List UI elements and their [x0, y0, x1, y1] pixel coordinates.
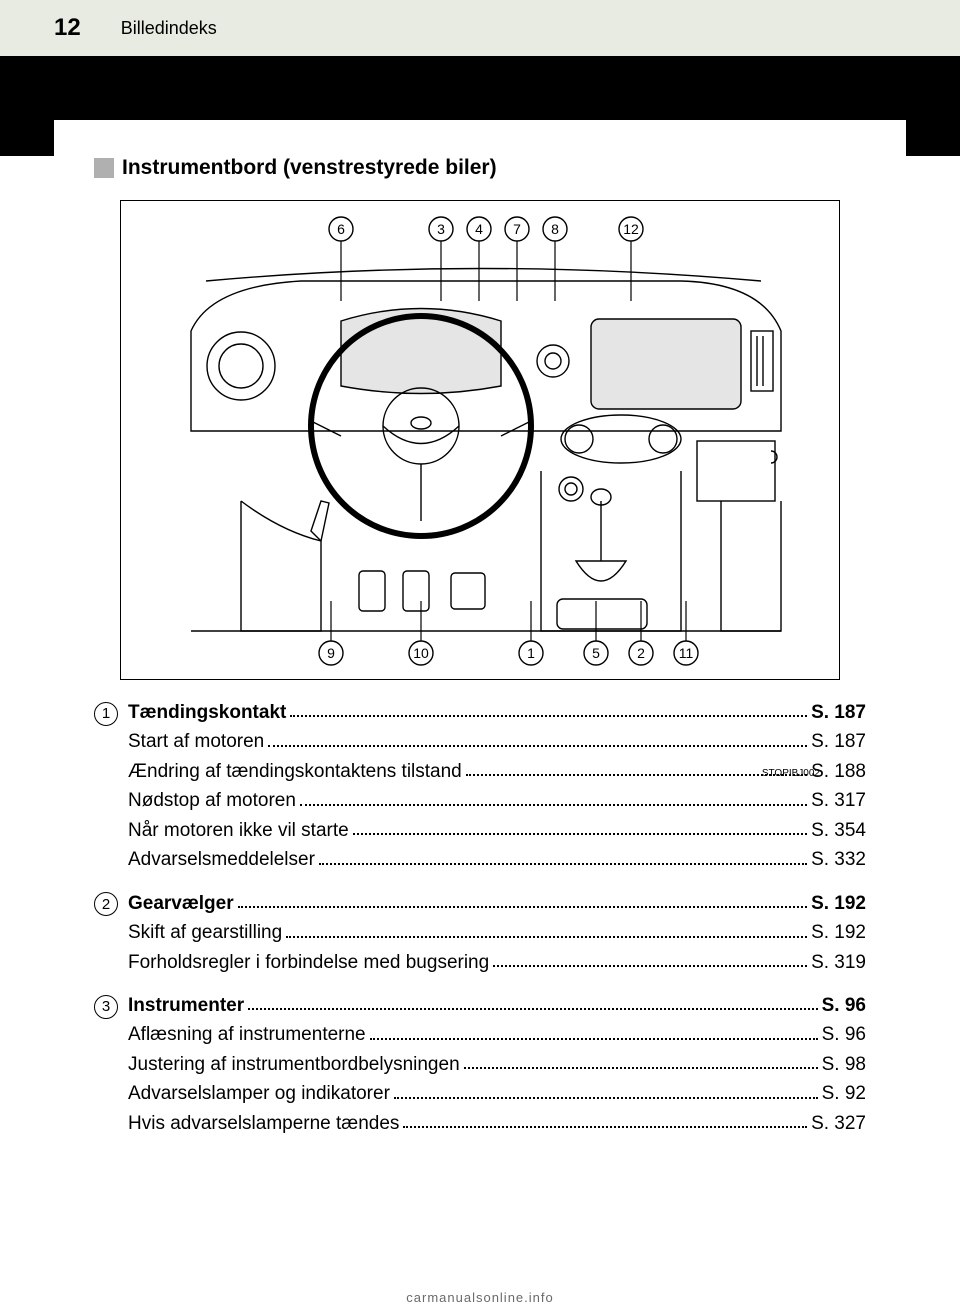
entry-heading: 3 Instrumenter S. 96: [94, 991, 866, 1020]
sub-page: S. 354: [811, 816, 866, 845]
footer-watermark: carmanualsonline.info: [0, 1290, 960, 1305]
entry-subline: Nødstop af motoren S. 317: [94, 786, 866, 815]
sub-label: Advarselslamper og indikatorer: [128, 1079, 390, 1108]
leader-dots: [286, 936, 807, 938]
leader-dots: [353, 833, 807, 835]
section-title-text: Instrumentbord (venstrestyrede biler): [122, 156, 497, 180]
leader-dots: [268, 745, 807, 747]
entry-page: S. 187: [811, 698, 866, 727]
entry-subline: Justering af instrumentbordbelysningen S…: [94, 1050, 866, 1079]
svg-text:5: 5: [592, 645, 600, 661]
entry-subline: Advarselslamper og indikatorer S. 92: [94, 1079, 866, 1108]
index-entry: 2 Gearvælger S. 192Skift af gearstilling…: [94, 889, 866, 977]
entry-label: Instrumenter: [128, 991, 244, 1020]
entry-label: Gearvælger: [128, 889, 234, 918]
svg-text:12: 12: [623, 221, 639, 237]
entry-subline: Ændring af tændingskontaktens tilstand S…: [94, 757, 866, 786]
page-number: 12: [54, 14, 81, 42]
sub-label: Hvis advarselslamperne tændes: [128, 1109, 399, 1138]
entry-marker: 3: [94, 995, 118, 1019]
header-bar: 12 Billedindeks: [0, 0, 960, 56]
sub-page: S. 187: [811, 727, 866, 756]
svg-text:9: 9: [327, 645, 335, 661]
svg-text:2: 2: [637, 645, 645, 661]
leader-dots: [466, 774, 807, 776]
svg-text:6: 6: [337, 221, 345, 237]
leader-dots: [290, 715, 807, 717]
page: 12 Billedindeks Instrumentbord (venstres…: [0, 0, 960, 1311]
svg-text:7: 7: [513, 221, 521, 237]
svg-text:4: 4: [475, 221, 483, 237]
sub-label: Forholdsregler i forbindelse med bugseri…: [128, 948, 489, 977]
entry-label: Tændingskontakt: [128, 698, 286, 727]
entry-subline: Advarselsmeddelelser S. 332: [94, 845, 866, 874]
sub-page: S. 319: [811, 948, 866, 977]
index-entry: 3 Instrumenter S. 96Aflæsning af instrum…: [94, 991, 866, 1138]
entry-heading: 2 Gearvælger S. 192: [94, 889, 866, 918]
leader-dots: [248, 1008, 817, 1010]
section-title: Instrumentbord (venstrestyrede biler): [94, 156, 866, 180]
leader-dots: [300, 804, 807, 806]
square-bullet-icon: [94, 158, 114, 178]
sub-label: Nødstop af motoren: [128, 786, 296, 815]
index-entries: 1 Tændingskontakt S. 187Start af motoren…: [94, 698, 866, 1138]
sub-label: Aflæsning af instrumenterne: [128, 1020, 366, 1049]
content-sheet: Instrumentbord (venstrestyrede biler): [54, 120, 906, 1311]
entry-page: S. 192: [811, 889, 866, 918]
entry-heading: 1 Tændingskontakt S. 187: [94, 698, 866, 727]
sub-page: S. 192: [811, 918, 866, 947]
sub-label: Start af motoren: [128, 727, 264, 756]
entry-subline: Aflæsning af instrumenterne S. 96: [94, 1020, 866, 1049]
leader-dots: [493, 965, 807, 967]
entry-subline: Forholdsregler i forbindelse med bugseri…: [94, 948, 866, 977]
entry-marker: 2: [94, 892, 118, 916]
leader-dots: [370, 1038, 818, 1040]
entry-subline: Hvis advarselslamperne tændes S. 327: [94, 1109, 866, 1138]
sub-page: S. 327: [811, 1109, 866, 1138]
dashboard-figure: 6 3 4 7 8 12 9 10 1 5 2 11: [120, 200, 840, 680]
entry-subline: Skift af gearstilling S. 192: [94, 918, 866, 947]
entry-subline: Start af motoren S. 187: [94, 727, 866, 756]
dashboard-svg: 6 3 4 7 8 12 9 10 1 5 2 11: [121, 201, 841, 681]
entry-marker: 1: [94, 702, 118, 726]
sub-label: Advarselsmeddelelser: [128, 845, 315, 874]
svg-text:3: 3: [437, 221, 445, 237]
leader-dots: [403, 1126, 807, 1128]
leader-dots: [394, 1097, 818, 1099]
leader-dots: [319, 863, 807, 865]
sub-label: Justering af instrumentbordbelysningen: [128, 1050, 460, 1079]
leader-dots: [238, 906, 807, 908]
sub-label: Når motoren ikke vil starte: [128, 816, 349, 845]
sub-page: S. 98: [822, 1050, 866, 1079]
sub-page: S. 96: [822, 1020, 866, 1049]
entry-subline: Når motoren ikke vil starte S. 354: [94, 816, 866, 845]
sub-page: S. 332: [811, 845, 866, 874]
svg-text:10: 10: [413, 645, 429, 661]
svg-text:1: 1: [527, 645, 535, 661]
sub-page: S. 317: [811, 786, 866, 815]
sub-label: Skift af gearstilling: [128, 918, 282, 947]
entry-page: S. 96: [822, 991, 866, 1020]
leader-dots: [464, 1067, 818, 1069]
sub-label: Ændring af tændingskontaktens tilstand: [128, 757, 462, 786]
index-entry: 1 Tændingskontakt S. 187Start af motoren…: [94, 698, 866, 875]
sub-page: S. 92: [822, 1079, 866, 1108]
svg-text:11: 11: [679, 645, 694, 661]
svg-text:8: 8: [551, 221, 559, 237]
section-name: Billedindeks: [121, 18, 217, 39]
